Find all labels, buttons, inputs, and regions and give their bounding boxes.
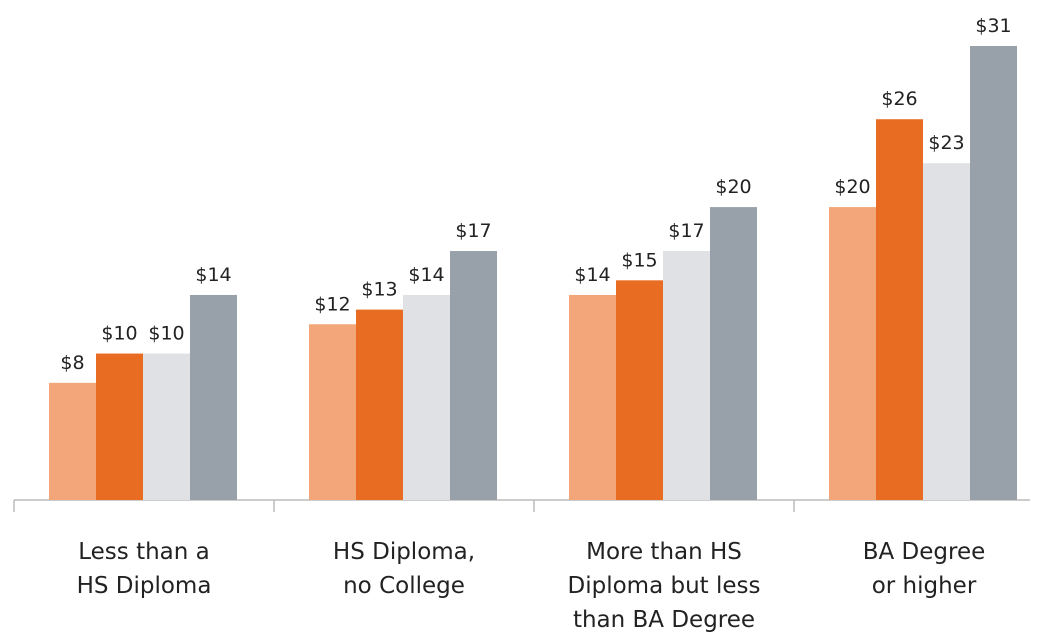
bar — [403, 294, 450, 500]
x-tick-label: BA Degree or higher — [862, 539, 986, 599]
data-label: $14 — [574, 264, 610, 286]
x-tick-label: More than HS Diploma but less than BA De… — [567, 539, 761, 633]
bar — [309, 324, 356, 500]
bar — [710, 207, 757, 500]
data-label: $10 — [148, 323, 184, 345]
data-label: $8 — [60, 352, 84, 374]
bar — [970, 46, 1017, 500]
data-label: $20 — [834, 176, 870, 198]
data-label: $13 — [361, 279, 397, 301]
bar — [616, 280, 663, 500]
x-tick-label: HS Diploma, no College — [332, 539, 476, 599]
bar — [450, 251, 497, 500]
bar — [356, 309, 403, 500]
bar — [876, 119, 923, 501]
data-label: $31 — [975, 15, 1011, 37]
bar — [190, 294, 237, 500]
bar — [829, 207, 876, 500]
bar — [569, 294, 616, 500]
data-label: $10 — [101, 323, 137, 345]
data-label: $14 — [195, 264, 231, 286]
data-label: $17 — [668, 220, 704, 242]
data-label: $23 — [928, 132, 964, 154]
bar — [96, 353, 143, 500]
data-label: $15 — [621, 249, 657, 271]
x-tick-label: Less than a HS Diploma — [76, 539, 212, 599]
data-label: $17 — [455, 220, 491, 242]
data-label: $20 — [715, 176, 751, 198]
data-label: $26 — [881, 88, 917, 110]
data-label: $14 — [408, 264, 444, 286]
bar — [663, 251, 710, 500]
bar — [143, 353, 190, 500]
data-label: $12 — [314, 293, 350, 315]
bar — [923, 163, 970, 500]
bar — [49, 382, 96, 500]
